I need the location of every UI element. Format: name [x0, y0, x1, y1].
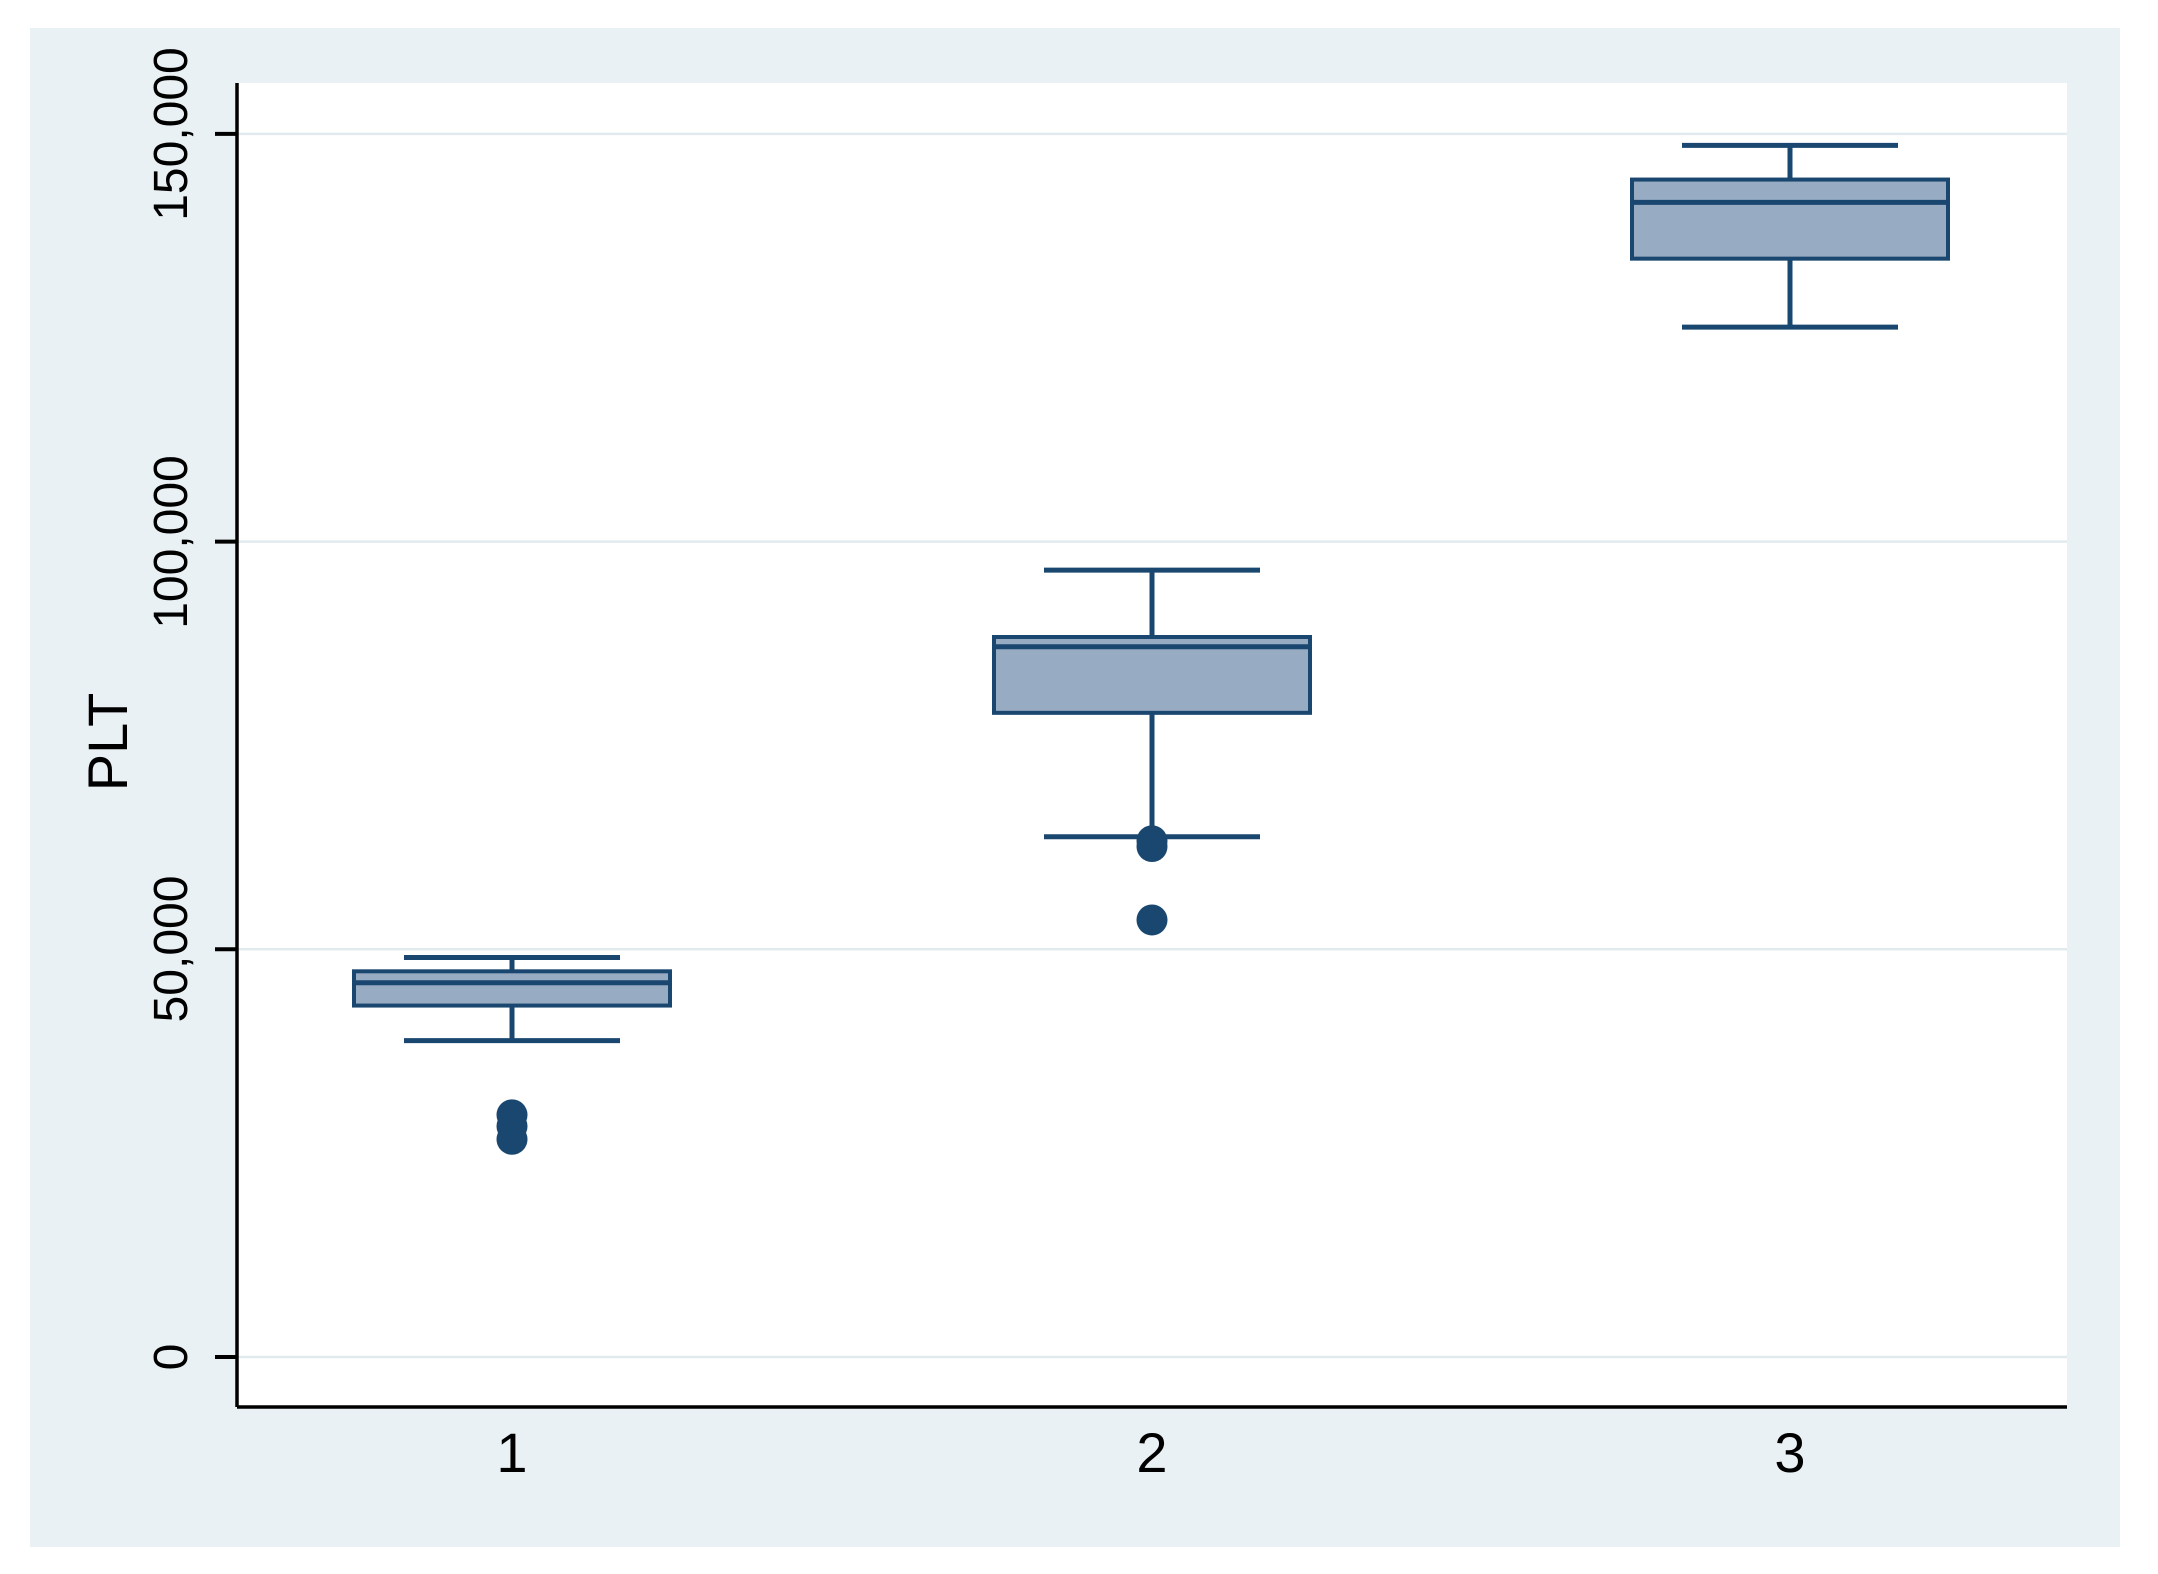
iqr-box [352, 969, 672, 1008]
iqr-box [992, 635, 1312, 715]
y-axis-title: PLT [76, 692, 139, 792]
y-tick-label: 100,000 [145, 454, 198, 629]
outlier-dot [496, 1123, 528, 1155]
x-category-label: 3 [1774, 1421, 1806, 1484]
x-category-label: 2 [1136, 1421, 1168, 1484]
y-tick-label: 0 [145, 1343, 198, 1371]
y-tick-label: 150,000 [145, 47, 198, 221]
outlier-dot [1136, 904, 1168, 936]
iqr-box [1630, 177, 1950, 261]
outlier-dot [1136, 831, 1168, 863]
y-tick-label: 50,000 [145, 875, 198, 1023]
x-category-label: 1 [496, 1421, 528, 1484]
